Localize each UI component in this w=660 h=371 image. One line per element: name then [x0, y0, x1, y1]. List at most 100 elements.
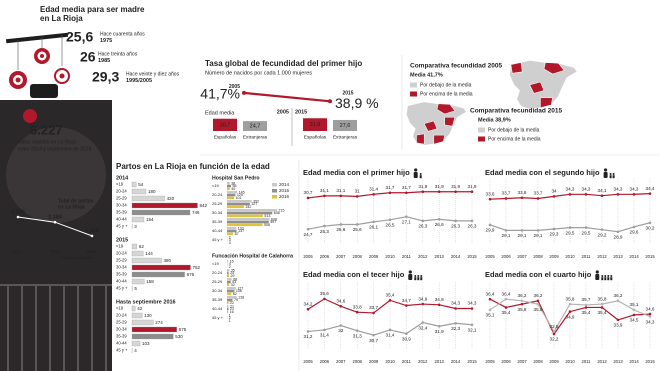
x-tick-label: 2011	[402, 359, 412, 364]
value-label: 26,3	[468, 224, 477, 229]
value-label: 31	[355, 189, 361, 194]
category-label: 30-34	[212, 210, 223, 215]
legend-swatch	[478, 136, 485, 142]
category-label: 40-44	[212, 306, 223, 311]
bar	[227, 271, 229, 275]
value-label: 29,6	[630, 230, 639, 235]
value-label: 31,7	[402, 185, 411, 190]
icon	[609, 173, 612, 175]
age-label: Hace cuarenta años	[100, 31, 145, 37]
x-tick-label: 2005	[485, 254, 495, 259]
bar	[227, 191, 238, 194]
value-label: 68	[233, 277, 237, 281]
value-label: 274	[155, 320, 163, 325]
category-label: 45 y +	[116, 224, 128, 229]
point	[306, 307, 310, 311]
point	[323, 194, 326, 198]
value-label: 31,3	[353, 333, 362, 338]
value-label: 27,6	[340, 123, 351, 129]
legend-swatch	[410, 91, 417, 97]
category-label: 25-29	[116, 196, 127, 201]
point	[372, 311, 375, 315]
x-tick-label: 2008	[353, 254, 363, 259]
point	[600, 194, 604, 198]
value-label: 35,7	[582, 297, 591, 302]
category-label: <19	[116, 244, 124, 249]
value-label: 31,7	[386, 185, 395, 190]
bar	[131, 202, 198, 209]
point	[355, 310, 359, 314]
value-label: 31,9	[435, 329, 444, 334]
point	[437, 217, 441, 221]
point	[16, 215, 20, 219]
icon	[601, 275, 604, 277]
x-tick-label: 2009	[369, 359, 379, 364]
bar	[131, 278, 145, 285]
map-region	[510, 62, 523, 74]
value-label: 35,8	[518, 307, 527, 312]
value-label: 33,7	[502, 191, 511, 196]
mobile-decoration	[0, 32, 112, 371]
x-tick-label: 2013	[435, 359, 445, 364]
point	[648, 221, 652, 225]
category-label: Españolas	[214, 134, 237, 140]
bar	[227, 196, 235, 200]
value-label: 34,6	[646, 306, 655, 311]
value-label: 35	[231, 268, 235, 272]
value-label: 842	[199, 203, 207, 208]
point	[536, 299, 540, 303]
value-label: 34,9	[418, 296, 427, 301]
x-tick-label: 2010	[385, 359, 395, 364]
value-label: 35,6	[320, 291, 329, 296]
legend-swatch	[272, 195, 277, 199]
x-tick-label: 2005	[303, 254, 313, 259]
point	[648, 312, 652, 316]
bar	[227, 184, 232, 188]
point	[372, 333, 375, 337]
value-label: 33,6	[486, 191, 495, 196]
category-label: 45 y +	[116, 348, 128, 353]
x-tick-label: 2007	[517, 254, 527, 259]
point	[488, 297, 492, 301]
panel-title: Funcación Hospital de Calahorra	[212, 253, 293, 259]
point	[388, 328, 392, 332]
value-label: 31,2	[304, 334, 313, 339]
bar	[131, 188, 147, 195]
value-label: 35,4	[582, 310, 591, 315]
value-label: 35,8	[534, 307, 543, 312]
value-label: 29	[231, 274, 235, 278]
legend-label: 2014	[279, 182, 290, 187]
x-tick-label: 2014	[451, 254, 461, 259]
bar	[333, 119, 357, 131]
value-label: 5	[134, 286, 137, 291]
x-tick-label: 2006	[320, 254, 330, 259]
category-label: 20-24	[212, 192, 223, 197]
category-label: 45 y +	[116, 286, 128, 291]
point	[355, 223, 359, 226]
x-tick-label: 2014	[13, 249, 24, 254]
x-tick-label: 2013	[613, 359, 623, 364]
category-label: 35-39	[116, 272, 127, 277]
point	[437, 324, 441, 328]
age-year: 1975	[100, 38, 112, 44]
point	[568, 226, 572, 229]
category-label: 35-39	[212, 219, 223, 224]
value-label: 180	[148, 189, 156, 194]
value-label: 2	[229, 316, 231, 320]
category-label: Extranjeras	[333, 134, 358, 140]
x-tick-label: 2006	[320, 359, 330, 364]
value-label: 26,3	[451, 224, 460, 229]
value-label: 35,4	[386, 293, 395, 298]
point	[421, 190, 425, 194]
point	[648, 315, 652, 318]
value-label: 2.184	[48, 215, 63, 221]
age-year: 1995/2005	[126, 78, 152, 84]
bar	[227, 205, 244, 209]
icon	[420, 275, 423, 277]
bar	[227, 232, 234, 236]
value-label: 3	[134, 224, 137, 229]
bar	[227, 218, 270, 221]
value-label: 36,2	[518, 293, 527, 298]
point	[488, 223, 492, 227]
